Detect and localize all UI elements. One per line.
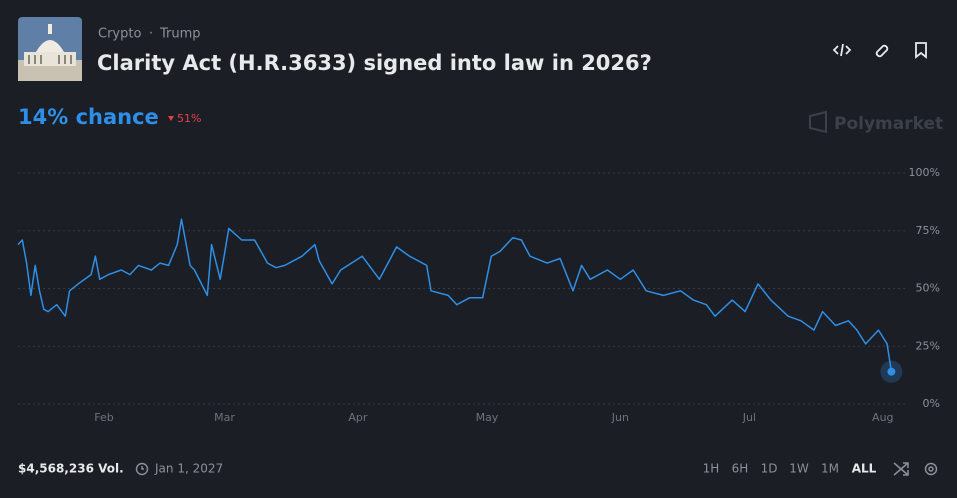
separator: · — [149, 27, 153, 42]
price-line — [17, 218, 893, 372]
y-tick-label: 50% — [916, 282, 940, 295]
range-buttons[interactable]: 1H 6H 1D 1W 1M ALL — [703, 462, 877, 476]
range-button[interactable]: 1H — [703, 462, 720, 476]
range-button[interactable]: 6H — [732, 462, 749, 476]
change: 51% — [177, 112, 201, 125]
x-tick-label: Apr — [348, 411, 368, 424]
market-title: Clarity Act (H.R.3633) signed into law i… — [97, 51, 652, 75]
volume: $4,568,236 Vol. — [18, 462, 124, 476]
tag[interactable]: Trump — [159, 27, 201, 42]
bookmark-icon[interactable] — [915, 42, 927, 59]
x-tick-label: May — [476, 411, 499, 424]
down-arrow — [168, 116, 174, 121]
y-tick-label: 100% — [909, 166, 940, 179]
current-point — [887, 367, 896, 376]
range-button[interactable]: 1D — [761, 462, 778, 476]
category[interactable]: Crypto — [98, 27, 141, 42]
clock-icon — [135, 462, 149, 476]
link-icon[interactable] — [875, 44, 889, 58]
x-tick-label: Feb — [94, 411, 113, 424]
range-button[interactable]: ALL — [852, 462, 877, 476]
end-date: Jan 1, 2027 — [154, 462, 223, 476]
embed-icon[interactable] — [832, 43, 852, 57]
chance: 14% chance — [18, 105, 159, 129]
x-tick-label: Mar — [214, 411, 235, 424]
shuffle-icon[interactable] — [893, 462, 909, 476]
settings-icon[interactable] — [924, 462, 938, 476]
plot: 0% 25% 50% 75% 100% Feb Mar Apr May Jun Jul Aug — [17, 166, 940, 424]
y-tick-label: 0% — [923, 397, 940, 410]
y-tick-label: 25% — [916, 339, 940, 352]
brand-logo: Polymarket — [809, 110, 943, 134]
market-image — [18, 17, 82, 81]
range-button[interactable]: 1M — [821, 462, 839, 476]
x-tick-label: Jun — [611, 411, 629, 424]
range-button[interactable]: 1W — [789, 462, 809, 476]
y-tick-label: 75% — [916, 224, 940, 237]
x-tick-label: Aug — [872, 411, 893, 424]
header-icons[interactable] — [832, 42, 927, 59]
x-tick-label: Jul — [742, 411, 756, 424]
brand: Polymarket — [834, 114, 943, 134]
footer-icons[interactable] — [893, 462, 938, 476]
